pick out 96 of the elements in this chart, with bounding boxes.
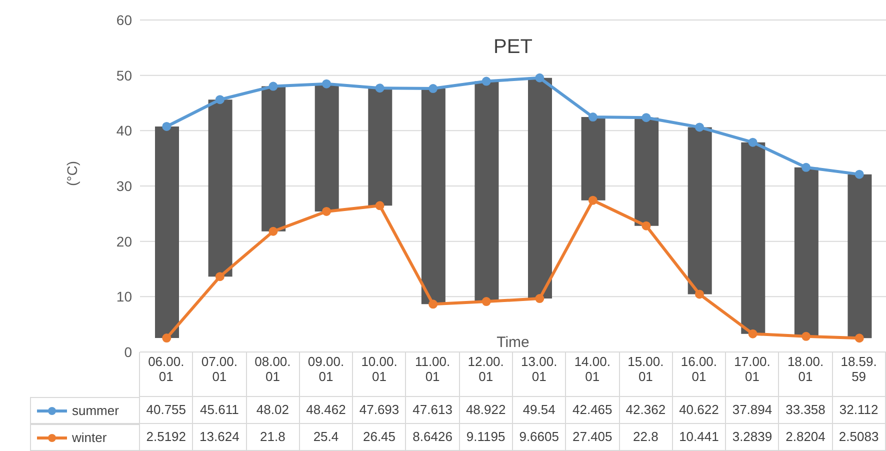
point (695, 290, 704, 299)
y-tick-label: 10 (116, 288, 132, 305)
data-label: 9.6605 (512, 424, 566, 451)
x-tick-label: 11.00.01 (406, 352, 460, 397)
data-label: 48.462 (300, 397, 354, 424)
legend-label: summer (72, 403, 119, 418)
data-label: 47.613 (406, 397, 460, 424)
bar (581, 117, 606, 200)
point (695, 122, 704, 132)
bar (794, 167, 818, 336)
data-label: 48.02 (246, 397, 300, 424)
point (162, 122, 172, 131)
bar (528, 78, 552, 299)
point (268, 82, 278, 91)
point (162, 334, 172, 343)
y-tick-label: 0 (124, 344, 132, 360)
x-axis-title: Time (496, 334, 530, 351)
bar (634, 118, 659, 226)
point (802, 162, 811, 172)
x-tick-label: 08.00.01 (246, 352, 300, 397)
data-label: 37.894 (726, 397, 780, 424)
data-label: 40.622 (672, 397, 726, 424)
y-tick-label: 40 (116, 122, 132, 139)
data-label: 10.441 (672, 424, 726, 451)
point (428, 300, 438, 309)
bar (368, 88, 392, 206)
point (428, 84, 438, 94)
x-tick-label: 17.00.01 (726, 352, 780, 397)
data-label: 47.693 (353, 397, 406, 424)
point (854, 334, 864, 343)
bar (155, 126, 179, 338)
point (482, 76, 491, 86)
point (322, 206, 331, 216)
point (854, 170, 864, 179)
y-tick-label: 20 (116, 233, 132, 250)
y-tick-label: 50 (116, 67, 132, 84)
data-label: 42.362 (620, 397, 673, 424)
point (802, 332, 811, 341)
x-tick-label: 06.00.01 (140, 352, 194, 397)
point (482, 297, 491, 306)
y-tick-label: 30 (116, 178, 132, 194)
data-label: 32.112 (832, 397, 886, 424)
data-label: 2.8204 (779, 424, 833, 451)
data-label: 3.2839 (726, 424, 780, 451)
x-tick-label: 10.00.01 (353, 352, 406, 397)
bar (688, 127, 712, 294)
data-label: 33.358 (779, 397, 833, 424)
x-tick-label: 12.00.01 (460, 352, 513, 397)
data-label: 45.611 (193, 397, 247, 424)
x-tick-label: 09.00.01 (300, 352, 354, 397)
x-tick-label: 13.00.01 (512, 352, 566, 397)
data-label: 48.922 (460, 397, 513, 424)
point (588, 196, 598, 205)
text: PET (492, 36, 534, 59)
data-label: 49.54 (512, 397, 566, 424)
x-tick-label: 15.00.01 (620, 352, 673, 397)
x-tick-label: 16.00.01 (672, 352, 726, 397)
data-label: 21.8 (246, 424, 300, 451)
point (268, 226, 278, 236)
bar (208, 100, 232, 277)
point (215, 95, 224, 104)
data-label: 27.405 (566, 424, 620, 451)
data-label: 42.465 (566, 397, 620, 424)
legend-label: winter (72, 430, 107, 445)
point (375, 84, 384, 93)
point (642, 221, 651, 230)
x-tick-label: 18.00.01 (779, 352, 833, 397)
data-label: 8.6426 (406, 424, 460, 451)
data-label: 40.755 (140, 397, 194, 424)
bar (262, 86, 286, 232)
bar (421, 88, 446, 304)
point (748, 138, 758, 147)
y-tick-label: 60 (116, 12, 132, 28)
data-label: 13.624 (193, 424, 247, 451)
data-label: 22.8 (620, 424, 673, 451)
point (375, 201, 384, 210)
bar (314, 84, 339, 212)
point (535, 73, 544, 82)
data-label: 26.45 (353, 424, 406, 451)
point (588, 112, 598, 122)
x-tick-label: 14.00.01 (566, 352, 620, 397)
point (215, 272, 224, 282)
bar (848, 174, 872, 338)
point (642, 113, 651, 122)
x-tick-label: 18.59.59 (832, 352, 886, 397)
data-label: 25.4 (300, 424, 354, 451)
x-tick-label: 07.00.01 (193, 352, 247, 397)
bar (741, 142, 766, 334)
data-label: 9.1195 (460, 424, 513, 451)
point (322, 79, 331, 88)
point (535, 294, 544, 304)
data-label: 2.5083 (832, 424, 886, 451)
bar (474, 81, 499, 302)
data-label: 2.5192 (140, 424, 194, 451)
point (748, 329, 758, 338)
y-axis-title: (°C) (64, 160, 80, 186)
